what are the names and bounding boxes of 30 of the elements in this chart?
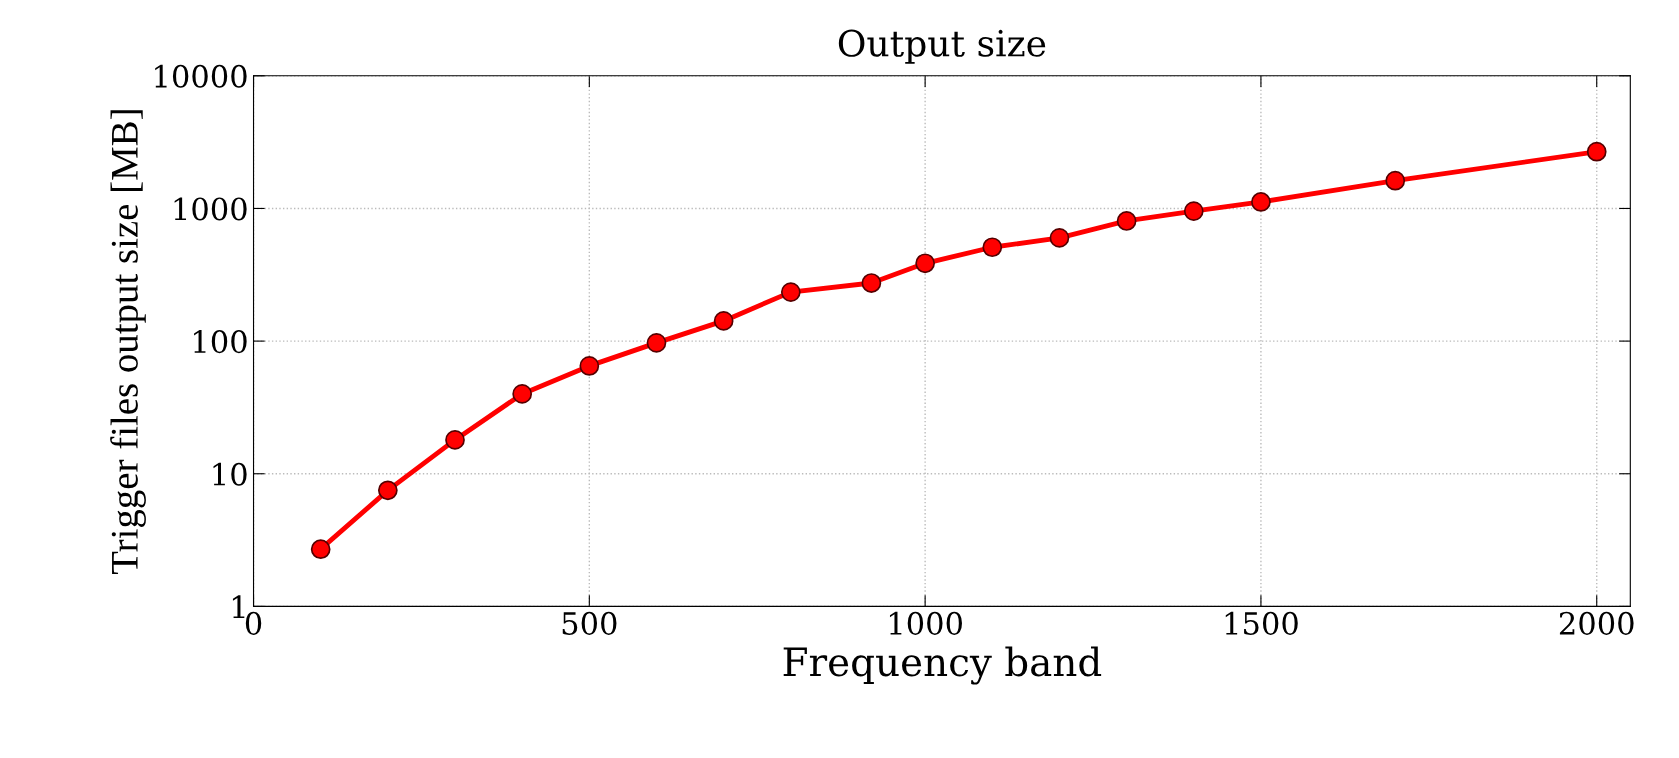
point xyxy=(1116,211,1137,231)
y-tick-label: 10000 xyxy=(155,64,247,88)
point xyxy=(982,237,1003,258)
point xyxy=(377,480,398,501)
y-tick-label: 10 xyxy=(213,462,247,486)
point xyxy=(1251,192,1271,212)
point xyxy=(646,332,667,353)
point xyxy=(780,282,801,302)
x-tick-label: 1500 xyxy=(1225,611,1298,635)
point xyxy=(1049,228,1070,248)
point xyxy=(1586,141,1607,162)
x-tick-label: 0 xyxy=(245,611,262,635)
point xyxy=(1385,170,1406,191)
point xyxy=(1183,201,1204,221)
x-axis-title: Frequency band xyxy=(783,646,1102,685)
y-axis-title: Trigger files output size [MB] xyxy=(110,110,146,575)
point xyxy=(915,253,935,274)
point xyxy=(310,539,331,560)
point xyxy=(713,311,734,331)
y-tick-label: 1 xyxy=(232,595,245,619)
x-tick-label: 2000 xyxy=(1559,611,1634,635)
x-tick-label: 1000 xyxy=(889,611,962,635)
x-tick-label: 500 xyxy=(562,611,617,635)
y-tick-label: 100 xyxy=(194,330,247,354)
point xyxy=(579,356,600,376)
point xyxy=(512,384,533,404)
chart-title: Output size xyxy=(838,29,1046,64)
point xyxy=(445,430,465,450)
point xyxy=(861,273,882,293)
y-tick-label: 1000 xyxy=(174,197,247,221)
